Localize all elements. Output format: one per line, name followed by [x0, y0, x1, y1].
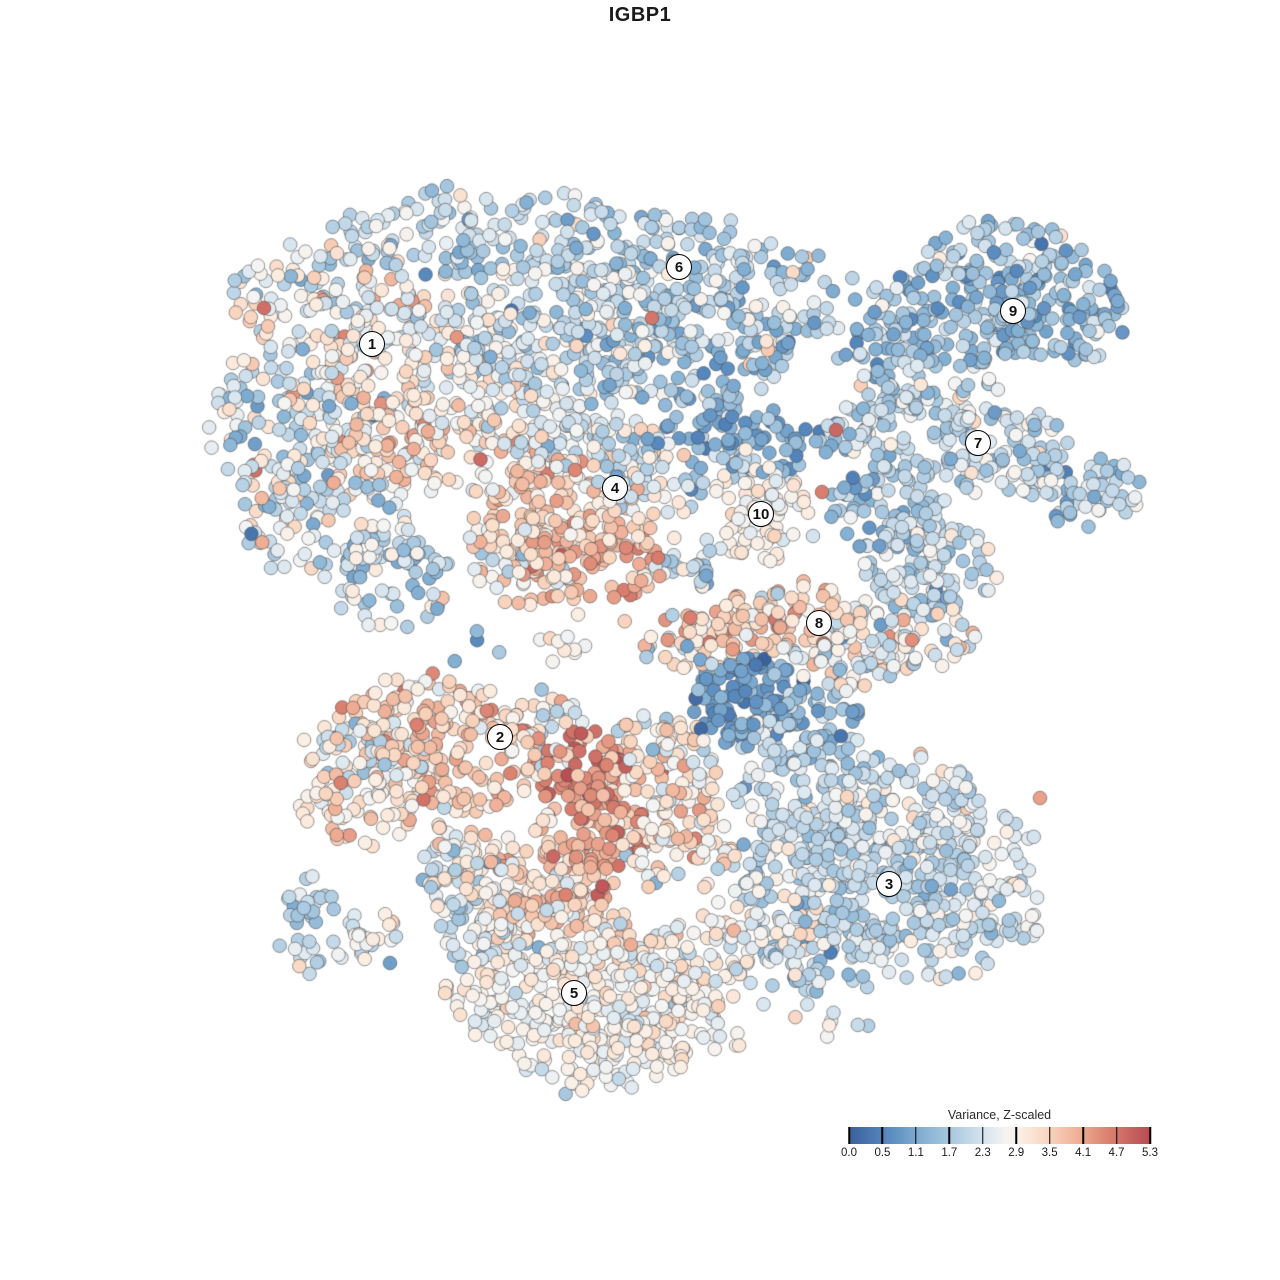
cluster-label-2: 2 — [487, 724, 513, 750]
colorbar-tick-label: 3.5 — [1041, 1147, 1058, 1159]
colorbar-tick — [1149, 1127, 1151, 1144]
colorbar-tick — [1015, 1127, 1017, 1144]
colorbar-tick-label: 2.3 — [974, 1147, 991, 1159]
cluster-label-5: 5 — [561, 980, 587, 1006]
colorbar-tick-label: 5.3 — [1142, 1147, 1158, 1159]
colorbar-legend: Variance, Z-scaled 0.0 0.5 1.1 1.7 2.3 2.9 3.5… — [841, 1108, 1158, 1163]
colorbar-tick — [1082, 1127, 1084, 1144]
cluster-label-9: 9 — [1000, 298, 1026, 324]
cluster-label-1: 1 — [359, 331, 385, 357]
cluster-label-10: 10 — [748, 501, 774, 527]
colorbar-tick-label: 4.7 — [1108, 1147, 1125, 1159]
colorbar-tick-label: 0.0 — [841, 1147, 857, 1159]
colorbar-tick-label: 2.9 — [1008, 1147, 1025, 1159]
colorbar-tick-label: 1.1 — [907, 1147, 924, 1159]
colorbar-gradient — [848, 1127, 1151, 1144]
colorbar-tick-label: 4.1 — [1075, 1147, 1092, 1159]
colorbar-tick — [881, 1127, 884, 1144]
colorbar-tick-label: 0.5 — [874, 1147, 891, 1159]
cluster-label-4: 4 — [602, 475, 628, 501]
colorbar-tick — [982, 1127, 984, 1144]
colorbar-tick — [915, 1127, 917, 1144]
colorbar-tick-labels: 0.0 0.5 1.1 1.7 2.3 2.9 3.5 4.1 4.7 5.3 — [841, 1147, 1158, 1163]
colorbar-tick — [848, 1127, 850, 1144]
colorbar-tick — [1048, 1127, 1051, 1144]
cluster-label-7: 7 — [965, 430, 991, 456]
cluster-label-8: 8 — [806, 610, 832, 636]
colorbar-tick-label: 1.7 — [941, 1147, 958, 1159]
cluster-label-6: 6 — [666, 254, 692, 280]
legend-title: Variance, Z-scaled — [947, 1108, 1052, 1122]
colorbar-tick — [1115, 1127, 1118, 1144]
cluster-label-3: 3 — [876, 871, 902, 897]
colorbar-tick — [948, 1127, 951, 1144]
